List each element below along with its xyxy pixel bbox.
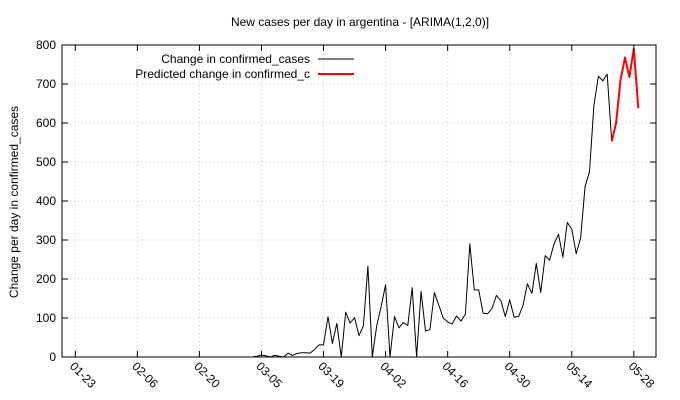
y-tick-label: 400 (36, 194, 56, 208)
x-tick-label: 04-30 (502, 359, 534, 391)
x-tick-label: 02-06 (129, 359, 161, 391)
series-line-confirmed (70, 73, 613, 358)
x-tick-label: 04-02 (377, 359, 409, 391)
x-tick-label: 05-28 (626, 359, 658, 391)
y-tick-label: 300 (36, 233, 56, 247)
y-tick-label: 600 (36, 116, 56, 130)
y-tick-label: 200 (36, 272, 56, 286)
chart-title: New cases per day in argentina - [ARIMA(… (231, 15, 489, 29)
x-tick-label: 02-20 (191, 359, 223, 391)
legend-label-predicted: Predicted change in confirmed_c (135, 67, 310, 81)
x-tick-label: 03-19 (315, 359, 347, 391)
y-tick-label: 0 (49, 350, 56, 364)
y-tick-label: 100 (36, 311, 56, 325)
series-layer (70, 47, 640, 358)
y-tick-label: 800 (36, 38, 56, 52)
axis-ticks: 0 100 200 300 400 500 600 700 800 01-23 02-06 02-20… (36, 38, 658, 391)
x-tick-label: 01-23 (67, 359, 99, 391)
x-tick-label: 05-14 (564, 359, 596, 391)
y-axis-label: Change per day in confirmed_cases (7, 106, 21, 298)
legend-label-confirmed: Change in confirmed_cases (161, 52, 310, 66)
series-line-predicted (610, 47, 640, 142)
x-tick-label: 04-16 (440, 359, 472, 391)
grid (62, 45, 656, 357)
legend: Change in confirmed_cases Predicted chan… (135, 52, 354, 81)
y-tick-label: 500 (36, 155, 56, 169)
y-tick-label: 700 (36, 77, 56, 91)
x-tick-label: 03-05 (253, 359, 285, 391)
